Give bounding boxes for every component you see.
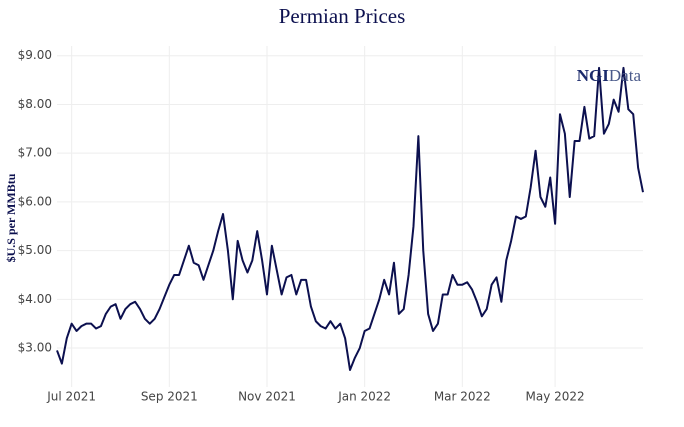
y-axis-label: $U.S per MMBtu bbox=[4, 173, 18, 262]
y-tick-label: $7.00 bbox=[18, 146, 52, 160]
watermark: NGIData bbox=[577, 66, 642, 85]
x-tick-label: Mar 2022 bbox=[434, 390, 491, 404]
watermark-suffix: Data bbox=[609, 66, 642, 85]
x-tick-label: Jan 2022 bbox=[337, 390, 391, 404]
line bbox=[56, 66, 644, 371]
chart-title: Permian Prices bbox=[279, 4, 406, 28]
y-tick-label: $3.00 bbox=[18, 341, 52, 355]
y-tick-label: $4.00 bbox=[18, 292, 52, 306]
x-tick-label: Nov 2021 bbox=[238, 390, 296, 404]
x-tick-label: May 2022 bbox=[526, 390, 585, 404]
y-tick-label: $9.00 bbox=[18, 48, 52, 62]
watermark-brand: NGI bbox=[577, 66, 610, 85]
plot-area: $3.00 $4.00 $5.00 $6.00 $7.00 $8.00 $9.00 Jul 2… bbox=[18, 46, 644, 404]
y-tick-label: $6.00 bbox=[18, 194, 52, 208]
x-tick-label: Jul 2021 bbox=[46, 390, 96, 404]
x-tick-label: Sep 2021 bbox=[141, 390, 198, 404]
y-tick-label: $5.00 bbox=[18, 243, 52, 257]
y-tick-label: $8.00 bbox=[18, 97, 52, 111]
